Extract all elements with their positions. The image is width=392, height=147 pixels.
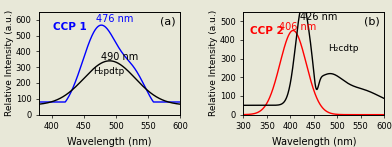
Text: CCP 2: CCP 2: [250, 26, 284, 36]
Text: 406 nm: 406 nm: [279, 22, 316, 32]
X-axis label: Wavelength (nm): Wavelength (nm): [272, 137, 356, 147]
Text: (b): (b): [365, 16, 380, 26]
Text: CCP 1: CCP 1: [53, 22, 87, 32]
X-axis label: Wavelength (nm): Wavelength (nm): [67, 137, 152, 147]
Text: (a): (a): [160, 16, 176, 26]
Text: H₂cdtp: H₂cdtp: [328, 44, 358, 53]
Text: 426 nm: 426 nm: [299, 12, 337, 22]
Text: H₂pdtp: H₂pdtp: [93, 66, 124, 76]
Y-axis label: Relative Intensity (a.u.): Relative Intensity (a.u.): [209, 10, 218, 116]
Text: 490 nm: 490 nm: [101, 52, 138, 62]
Y-axis label: Relative Intensity (a.u.): Relative Intensity (a.u.): [5, 10, 14, 116]
Text: 476 nm: 476 nm: [96, 14, 133, 24]
